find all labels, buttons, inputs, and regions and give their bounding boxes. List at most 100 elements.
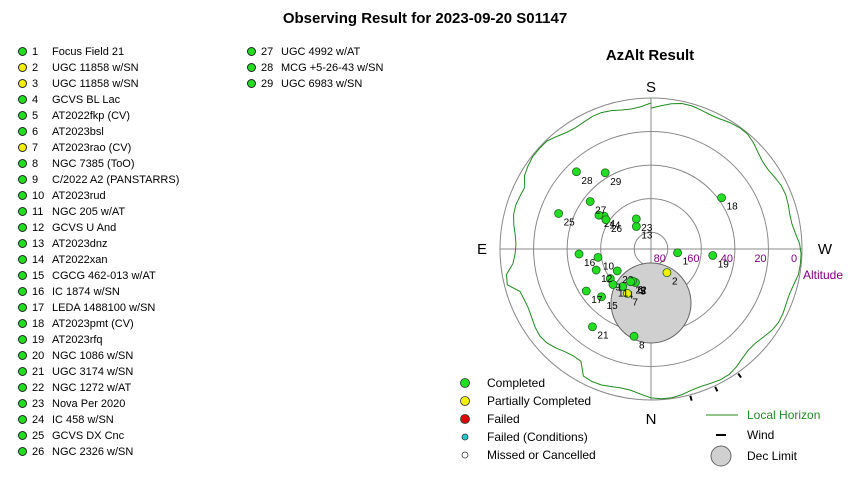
- target-number: 13: [32, 238, 45, 250]
- altitude-tick-label: 40: [721, 253, 733, 265]
- target-number: 16: [32, 286, 45, 298]
- status-dot-icon: [18, 367, 27, 376]
- data-point-label: 5: [640, 286, 646, 297]
- target-number: 8: [32, 158, 39, 170]
- target-name: Nova Per 2020: [52, 398, 126, 410]
- target-number: 6: [32, 126, 39, 138]
- legend-partial-icon: [460, 396, 470, 406]
- target-number: 7: [32, 142, 39, 154]
- data-point: [585, 197, 595, 206]
- compass-east-label: E: [477, 241, 487, 258]
- target-name: CGCG 462-013 w/AT: [52, 270, 156, 282]
- data-point-label: 23: [641, 223, 653, 234]
- target-name: AT2023dnz: [52, 238, 108, 250]
- data-point: [631, 222, 641, 231]
- target-name: UGC 6983 w/SN: [281, 78, 363, 90]
- target-name: AT2022xan: [52, 254, 108, 266]
- target-number: 20: [32, 350, 45, 362]
- target-name: AT2023rao (CV): [52, 142, 132, 154]
- legend-label: Failed: [487, 412, 520, 426]
- legend-label: Wind: [747, 428, 774, 442]
- data-point-label: 8: [639, 340, 645, 351]
- status-dot-icon: [247, 63, 256, 72]
- data-point: [554, 209, 563, 218]
- compass-north-label: N: [646, 411, 657, 428]
- status-dot-icon: [247, 47, 256, 56]
- data-point-label: 29: [610, 177, 622, 188]
- target-name: MCG +5-26-43 w/SN: [281, 62, 384, 74]
- data-point-label: 6: [638, 285, 644, 296]
- data-point-label: 22: [636, 286, 648, 297]
- data-point: [581, 286, 591, 296]
- chart-title: AzAlt Result: [606, 47, 694, 64]
- altitude-tick-label: 80: [654, 253, 666, 265]
- compass-south-label: S: [646, 79, 656, 96]
- data-point-label: 25: [564, 218, 576, 229]
- status-dot-icon: [18, 127, 27, 136]
- status-dot-icon: [18, 159, 27, 168]
- status-dot-icon: [18, 143, 27, 152]
- legend-missed-icon: [461, 451, 469, 459]
- legend-label: Dec Limit: [747, 449, 798, 463]
- target-name: NGC 7385 (ToO): [52, 158, 135, 170]
- status-dot-icon: [18, 447, 27, 456]
- status-dot-icon: [18, 383, 27, 392]
- compass-west-label: W: [818, 241, 833, 258]
- status-dot-icon: [18, 95, 27, 104]
- legend-dec-limit-icon: [710, 445, 732, 467]
- target-name: IC 458 w/SN: [52, 414, 114, 426]
- data-point-label: 27: [595, 205, 607, 216]
- target-name: UGC 3174 w/SN: [52, 366, 134, 378]
- target-number: 3: [32, 78, 39, 90]
- legend-label: Local Horizon: [747, 408, 820, 422]
- target-number: 29: [261, 78, 274, 90]
- data-point-label: 14: [609, 220, 621, 231]
- target-name: NGC 1272 w/AT: [52, 382, 132, 394]
- target-name: Focus Field 21: [52, 46, 125, 58]
- status-dot-icon: [18, 255, 27, 264]
- data-point: [572, 167, 581, 177]
- target-name: AT2023rfq: [52, 334, 103, 346]
- data-point-label: 2: [672, 277, 678, 288]
- wind-mark: [737, 372, 742, 379]
- data-point: [591, 265, 601, 275]
- status-dot-icon: [18, 111, 27, 120]
- data-point-label: 11: [618, 288, 629, 299]
- data-point: [601, 215, 611, 225]
- target-number: 5: [32, 110, 39, 122]
- data-point: [612, 266, 622, 276]
- target-number: 17: [32, 302, 45, 314]
- target-number: 15: [32, 270, 45, 282]
- target-name: UGC 11858 w/SN: [52, 78, 139, 90]
- target-number: 26: [32, 446, 45, 458]
- data-point: [631, 214, 641, 224]
- target-name: NGC 2326 w/SN: [52, 446, 134, 458]
- legend-label: Partially Completed: [487, 394, 591, 408]
- data-point: [622, 289, 632, 298]
- data-point: [662, 268, 672, 278]
- target-number: 2: [32, 62, 39, 74]
- target-name: AT2023pmt (CV): [52, 318, 134, 330]
- data-point-label: 18: [727, 202, 739, 213]
- status-dot-icon: [18, 47, 27, 56]
- target-name: UGC 11858 w/SN: [52, 62, 139, 74]
- data-point: [608, 280, 618, 289]
- target-number: 21: [32, 366, 45, 378]
- status-dot-icon: [18, 303, 27, 312]
- status-dot-icon: [18, 271, 27, 280]
- target-number: 19: [32, 334, 45, 346]
- target-name: AT2022fkp (CV): [52, 110, 131, 122]
- data-point-label: 15: [607, 301, 619, 312]
- target-name: NGC 1086 w/SN: [52, 350, 134, 362]
- data-point: [593, 252, 603, 262]
- target-number: 14: [32, 254, 45, 266]
- target-name: C/2022 A2 (PANSTARRS): [52, 174, 180, 186]
- data-point: [708, 251, 718, 260]
- data-point: [574, 249, 584, 259]
- target-number: 11: [32, 206, 44, 218]
- target-number: 27: [261, 46, 274, 58]
- target-name: GCVS BL Lac: [52, 94, 121, 106]
- status-dot-icon: [18, 79, 27, 88]
- data-point-label: 17: [591, 295, 603, 306]
- data-point-label: 16: [584, 258, 596, 269]
